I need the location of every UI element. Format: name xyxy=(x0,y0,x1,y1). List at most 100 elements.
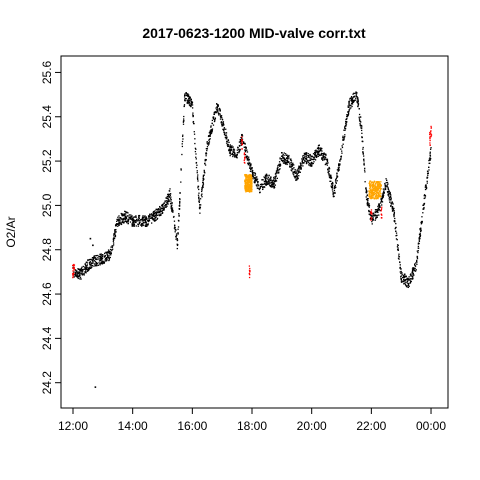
data-point xyxy=(374,219,376,221)
data-point xyxy=(105,257,107,260)
data-point xyxy=(388,197,390,199)
data-point xyxy=(203,178,205,180)
x-tick-label: 12:00 xyxy=(58,419,88,433)
data-point xyxy=(417,242,420,244)
data-point xyxy=(264,177,266,179)
data-point xyxy=(362,153,364,155)
data-point xyxy=(367,199,369,202)
data-point xyxy=(163,202,165,205)
data-point xyxy=(251,187,253,189)
data-point xyxy=(167,195,169,198)
data-point xyxy=(313,157,315,159)
data-point xyxy=(191,102,193,104)
data-point xyxy=(234,152,236,154)
data-point xyxy=(117,219,119,222)
data-point xyxy=(216,107,219,109)
data-point xyxy=(377,182,379,184)
data-point xyxy=(248,186,250,188)
data-point xyxy=(318,144,320,146)
data-point xyxy=(331,189,334,191)
data-point xyxy=(416,263,418,265)
data-point xyxy=(187,98,190,100)
data-point xyxy=(298,165,300,167)
data-point xyxy=(196,170,198,172)
data-point xyxy=(331,186,334,188)
data-point xyxy=(256,179,258,181)
data-point xyxy=(370,190,372,192)
data-point xyxy=(162,209,164,211)
data-point xyxy=(249,182,252,185)
data-point xyxy=(389,195,392,198)
data-point xyxy=(330,186,333,188)
data-point xyxy=(397,244,399,247)
data-point xyxy=(370,219,372,221)
data-point xyxy=(181,153,183,156)
data-point xyxy=(339,163,341,165)
data-point xyxy=(146,218,148,220)
data-point xyxy=(206,148,209,150)
data-point xyxy=(288,156,290,158)
data-point xyxy=(305,158,308,161)
data-point xyxy=(138,214,140,217)
data-point xyxy=(312,158,315,161)
data-point xyxy=(321,158,323,160)
data-point xyxy=(355,95,357,97)
data-point xyxy=(349,98,351,100)
data-point xyxy=(308,155,310,157)
data-point xyxy=(190,105,192,108)
data-point xyxy=(188,101,191,103)
data-point xyxy=(303,152,306,155)
data-point xyxy=(203,169,205,172)
data-point xyxy=(132,222,134,224)
data-point xyxy=(231,153,233,155)
data-point xyxy=(141,218,143,220)
data-point xyxy=(429,142,431,144)
data-point xyxy=(323,157,325,159)
data-point xyxy=(264,179,267,181)
data-point xyxy=(133,223,135,225)
data-point xyxy=(272,186,274,188)
data-point xyxy=(366,190,368,192)
data-point xyxy=(399,266,401,269)
data-point xyxy=(305,157,307,160)
data-point xyxy=(218,107,221,110)
data-point xyxy=(202,183,205,185)
data-point xyxy=(135,221,137,224)
data-point xyxy=(371,186,374,189)
data-point xyxy=(247,163,250,166)
data-point xyxy=(166,202,168,204)
data-point xyxy=(375,198,377,200)
data-point xyxy=(107,251,109,254)
data-point xyxy=(304,157,307,159)
y-tick-label: 25.4 xyxy=(40,105,54,129)
data-point xyxy=(135,219,138,221)
data-point xyxy=(412,277,414,279)
data-point xyxy=(290,163,292,166)
data-point xyxy=(78,268,80,271)
data-point xyxy=(170,202,172,205)
data-point xyxy=(84,270,87,272)
data-point xyxy=(203,171,206,173)
data-point xyxy=(345,120,347,123)
data-point xyxy=(187,95,189,97)
data-point xyxy=(314,150,316,152)
data-point xyxy=(181,140,184,143)
data-point xyxy=(336,169,339,171)
data-point xyxy=(309,157,311,159)
data-point xyxy=(376,183,378,185)
data-point xyxy=(245,149,247,151)
data-point xyxy=(371,197,373,200)
data-point xyxy=(177,243,179,246)
data-point xyxy=(210,130,212,132)
data-point xyxy=(245,175,248,178)
data-point xyxy=(406,281,409,283)
data-point xyxy=(239,139,241,141)
data-point xyxy=(273,181,276,183)
data-point xyxy=(333,187,335,190)
data-point xyxy=(229,149,232,152)
data-point xyxy=(297,167,300,169)
data-point xyxy=(379,206,381,208)
data-point xyxy=(176,247,178,250)
data-point xyxy=(347,111,349,113)
data-point xyxy=(264,183,266,185)
